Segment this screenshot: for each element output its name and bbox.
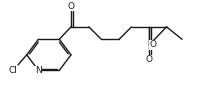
- Text: O: O: [145, 55, 152, 64]
- Text: Cl: Cl: [8, 66, 17, 75]
- Text: O: O: [149, 40, 156, 49]
- Text: N: N: [35, 66, 42, 75]
- Text: O: O: [67, 2, 74, 11]
